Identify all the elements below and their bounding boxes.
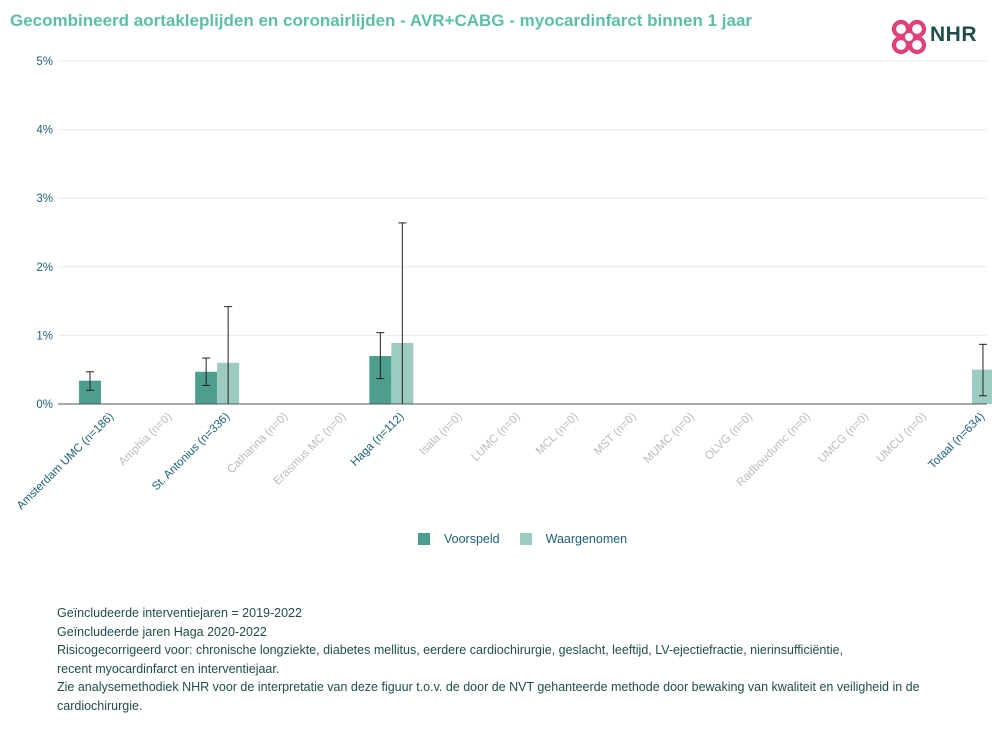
x-tick-label: OLVG (n=0) — [703, 411, 755, 463]
error-bar-voorspeld — [86, 371, 95, 391]
footnote-years: Geïncludeerde interventiejaren = 2019-20… — [57, 606, 302, 620]
x-tick-label: Isala (n=0) — [417, 411, 464, 458]
footnote-risk-adjustment: Risicogecorrigeerd voor: chronische long… — [57, 643, 844, 657]
x-tick-label: MCL (n=0) — [534, 411, 581, 458]
legend-item-voorspeld[interactable]: Voorspeld — [418, 532, 500, 546]
footnotes: Geïncludeerde interventiejaren = 2019-20… — [57, 604, 977, 715]
x-tick-label: MUMC (n=0) — [642, 411, 697, 466]
footnote-methodology: Zie analysemethodiek NHR voor de interpr… — [57, 680, 920, 713]
bar-voorspeld[interactable] — [79, 380, 102, 404]
legend-label-voorspeld: Voorspeld — [444, 532, 500, 546]
y-tick-label: 1% — [36, 330, 53, 342]
bar-chart: 0% 1% 2% 3% 4% 5% Amsterdam UMC (n=186) Amphia… — [15, 56, 992, 512]
chart-legend: Voorspeld Waargenomen — [418, 532, 647, 546]
legend-swatch-voorspeld — [418, 533, 430, 545]
x-tick-label: UMCG (n=0) — [816, 411, 871, 466]
error-bar-voorspeld — [376, 332, 385, 380]
bar-voorspeld[interactable] — [195, 371, 218, 404]
footnote-haga-years: Geïncludeerde jaren Haga 2020-2022 — [57, 624, 267, 639]
nhr-logo: NHR — [890, 18, 982, 58]
y-tick-label: 2% — [36, 262, 53, 274]
x-tick-label: MST (n=0) — [592, 411, 639, 458]
nhr-logo-text: NHR — [930, 23, 977, 46]
x-axis-ticks: Amsterdam UMC (n=186) Amphia (n=0)St. Ant… — [15, 411, 987, 512]
y-tick-label: 0% — [36, 399, 53, 411]
x-tick-label: Amphia (n=0) — [117, 411, 175, 469]
x-tick-label: Totaal (n=634) — [926, 411, 987, 472]
y-tick-label: 3% — [36, 193, 53, 205]
y-axis-ticks: 0% 1% 2% 3% 4% 5% — [36, 56, 53, 411]
legend-label-waargenomen: Waargenomen — [545, 532, 628, 546]
legend-item-waargenomen[interactable]: Waargenomen — [519, 532, 628, 546]
bar-waargenomen[interactable] — [971, 369, 992, 404]
chart-error-bars — [86, 222, 987, 405]
chart-bars — [79, 342, 992, 404]
x-tick-label: Catharina (n=0) — [225, 411, 290, 476]
legend-swatch-waargenomen — [519, 533, 532, 545]
x-tick-label: Haga (n=112) — [349, 411, 407, 469]
bar-voorspeld[interactable] — [369, 355, 392, 404]
x-tick-label: Amsterdam UMC (n=186) — [15, 411, 116, 512]
footnote-risk-adjustment-cont: recent myocardinfarct en interventiejaar… — [57, 661, 280, 676]
error-bar-waargenomen — [978, 343, 987, 397]
y-tick-label: 4% — [36, 125, 53, 137]
x-tick-label: LUMC (n=0) — [470, 411, 523, 464]
chart-grid — [58, 60, 987, 336]
error-bar-voorspeld — [202, 357, 211, 386]
x-tick-label: UMCU (n=0) — [875, 411, 929, 465]
y-tick-label: 5% — [36, 56, 53, 68]
nhr-logo-icon — [891, 19, 927, 55]
chart-title: Gecombineerd aortakleplijden en coronair… — [10, 11, 753, 30]
